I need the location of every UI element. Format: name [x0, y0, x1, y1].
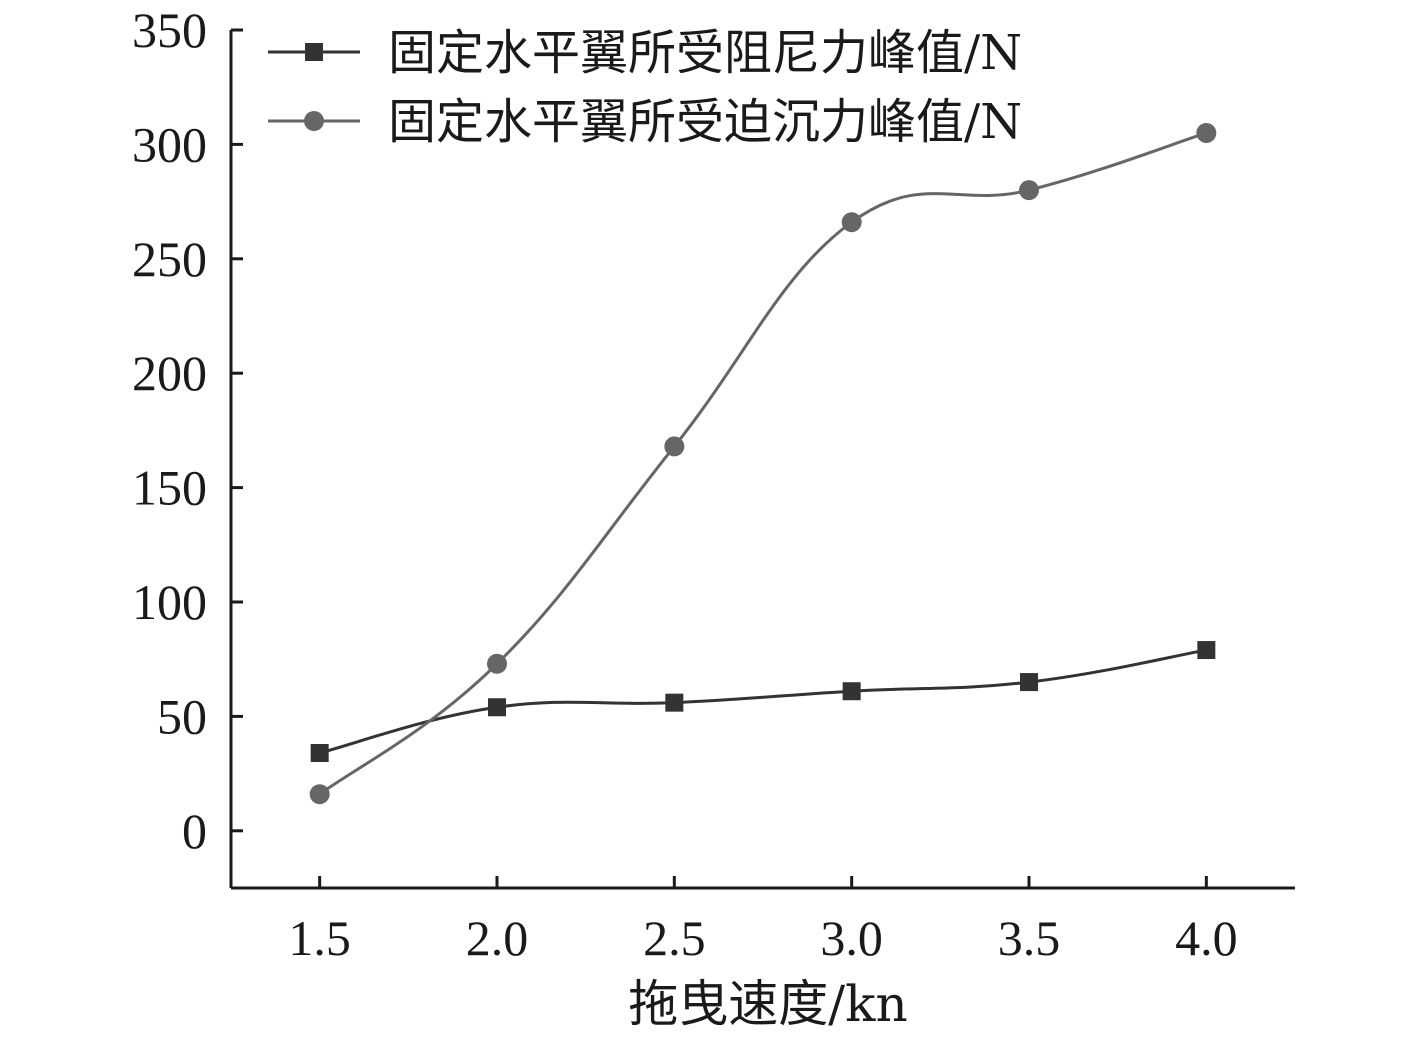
data-point — [1019, 180, 1039, 201]
x-tick-label: 2.0 — [466, 910, 529, 966]
y-tick-label: 0 — [182, 803, 207, 859]
legend-label: 固定水平翼所受迫沉力峰值/N — [388, 94, 1022, 150]
x-tick-label: 1.5 — [288, 910, 351, 966]
series-layer — [309, 122, 1217, 805]
data-point — [488, 698, 506, 717]
legend-item: 固定水平翼所受阻尼力峰值/N — [268, 25, 1022, 81]
legend-label: 固定水平翼所受阻尼力峰值/N — [388, 25, 1022, 81]
series-line — [319, 648, 1207, 755]
y-axis-ticks: 0 50 100 150 200 250 300 350 — [132, 2, 243, 859]
data-point — [1196, 122, 1217, 143]
legend-item: 固定水平翼所受迫沉力峰值/N — [268, 94, 1022, 150]
data-point — [664, 436, 685, 457]
y-tick-label: 250 — [132, 231, 207, 287]
legend-marker — [304, 111, 324, 131]
data-point — [309, 784, 330, 805]
x-tick-label: 2.5 — [643, 910, 706, 966]
y-tick-label: 200 — [132, 345, 207, 401]
series-2 — [309, 122, 1217, 805]
data-point — [310, 744, 329, 763]
y-tick-label: 300 — [132, 116, 207, 172]
data-point — [841, 212, 862, 233]
y-tick-label: 350 — [132, 2, 207, 58]
data-point — [665, 693, 684, 712]
data-point — [487, 653, 507, 674]
legend-marker — [305, 43, 323, 61]
data-point — [842, 682, 861, 701]
x-tick-label: 3.5 — [998, 910, 1061, 966]
series-line — [318, 131, 1207, 796]
y-tick-label: 100 — [132, 574, 207, 630]
legend: 固定水平翼所受阻尼力峰值/N 固定水平翼所受迫沉力峰值/N — [268, 25, 1022, 150]
x-axis-title: 拖曳速度/kn — [628, 975, 907, 1033]
y-tick-label: 50 — [157, 688, 207, 744]
x-axis-ticks: 1.5 2.0 2.5 3.0 3.5 4.0 — [288, 876, 1238, 966]
x-tick-label: 3.0 — [820, 910, 883, 966]
data-point — [1020, 673, 1038, 692]
x-tick-label: 4.0 — [1175, 910, 1238, 966]
y-tick-label: 150 — [132, 460, 207, 516]
series-1 — [310, 641, 1216, 763]
data-point — [1197, 641, 1216, 660]
